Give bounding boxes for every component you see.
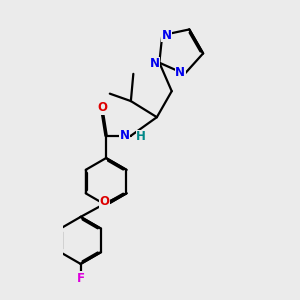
Text: O: O (99, 195, 109, 208)
Text: N: N (120, 129, 130, 142)
Text: N: N (175, 66, 185, 79)
Text: H: H (136, 130, 146, 143)
Text: O: O (98, 101, 107, 114)
Text: N: N (162, 29, 172, 42)
Text: N: N (149, 57, 159, 70)
Text: F: F (76, 272, 85, 285)
